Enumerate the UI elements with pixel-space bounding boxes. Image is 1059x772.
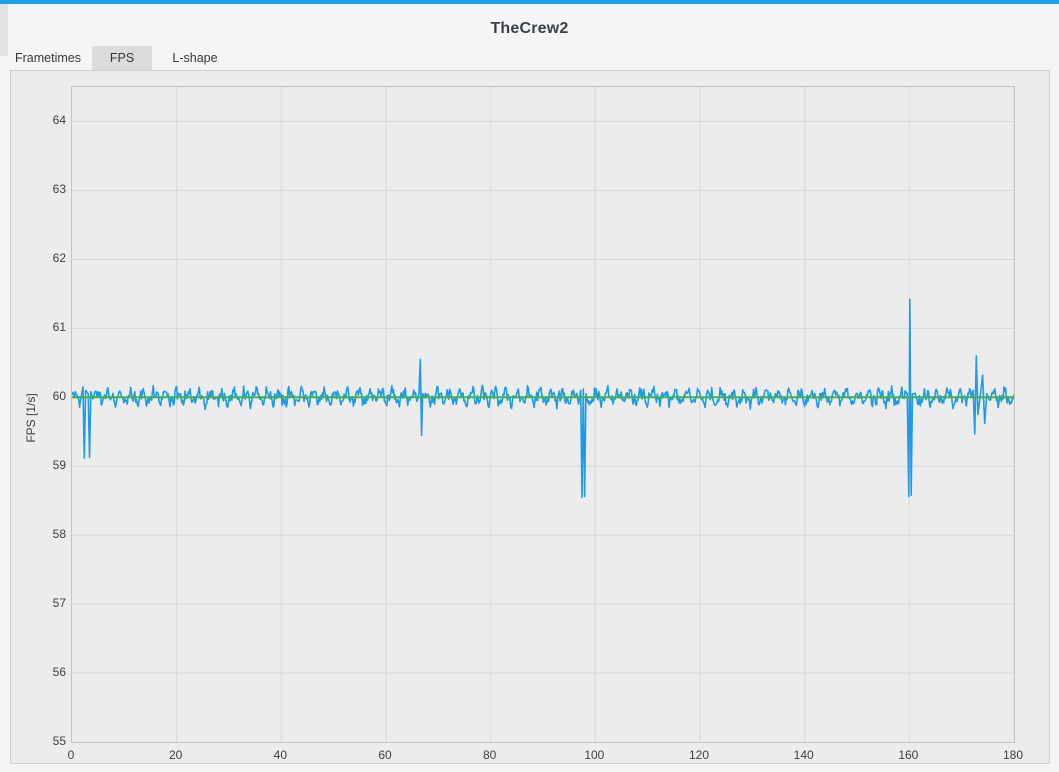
plot-area[interactable] xyxy=(71,86,1015,743)
chart-frame: FPS [1/s] 55 56 57 58 59 60 61 62 63 64 0 20 40 60 80… xyxy=(10,70,1050,764)
y-tick-label: 55 xyxy=(52,734,66,748)
plot-canvas xyxy=(72,87,1014,742)
window-left-edge xyxy=(0,4,8,56)
y-tick-label: 57 xyxy=(52,596,66,611)
x-tick-label: 160 xyxy=(898,748,919,762)
x-tick-label: 0 xyxy=(67,748,75,762)
x-tick-label: 180 xyxy=(1002,748,1024,762)
x-tick-label: 20 xyxy=(168,748,183,762)
y-tick-label: 56 xyxy=(52,665,66,680)
y-tick-label: 63 xyxy=(52,182,66,197)
x-tick-label: 80 xyxy=(482,748,497,762)
y-tick-label: 58 xyxy=(52,527,66,542)
y-tick-label: 59 xyxy=(52,458,66,473)
x-axis-ticks: 0 20 40 60 80 100 120 140 160 180 xyxy=(11,748,1051,768)
tab-frametimes[interactable]: Frametimes xyxy=(15,51,81,65)
page-title: TheCrew2 xyxy=(490,20,569,37)
tab-fps[interactable]: FPS xyxy=(92,46,152,70)
accent-strip xyxy=(0,0,1059,4)
x-tick-label: 100 xyxy=(584,748,605,762)
x-tick-label: 120 xyxy=(688,748,710,762)
x-tick-label: 60 xyxy=(378,748,392,762)
tab-bar: Frametimes FPS L-shape xyxy=(0,46,1059,70)
y-tick-label: 60 xyxy=(52,389,66,404)
y-tick-label: 62 xyxy=(52,251,66,266)
x-tick-label: 40 xyxy=(273,748,287,762)
tab-lshape[interactable]: L-shape xyxy=(172,51,218,65)
y-tick-label: 64 xyxy=(52,113,66,128)
y-tick-label: 61 xyxy=(52,320,66,335)
y-axis-ticks: 55 56 57 58 59 60 61 62 63 64 xyxy=(11,71,66,765)
x-tick-label: 140 xyxy=(793,748,814,762)
